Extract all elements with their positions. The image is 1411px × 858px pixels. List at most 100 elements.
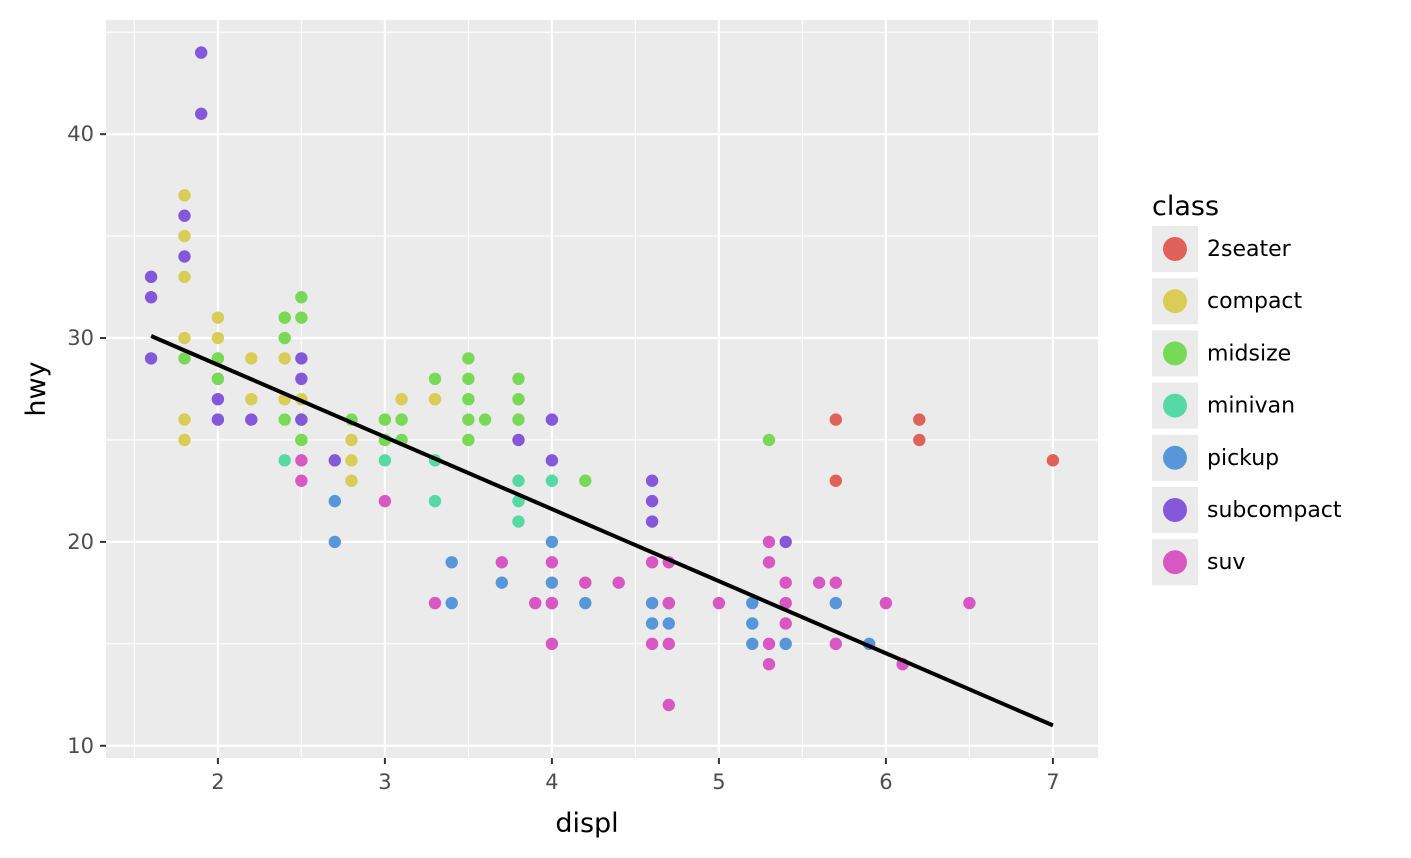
x-axis: 2 3 4 5 6 7 xyxy=(211,758,1060,794)
data-point-minivan xyxy=(512,474,525,487)
data-point-pickup xyxy=(445,596,458,610)
data-point-pickup xyxy=(746,637,759,651)
data-point-pickup xyxy=(495,576,508,589)
data-point-subcompact xyxy=(295,372,308,386)
data-point-suv xyxy=(612,576,625,589)
legend-key-midsize xyxy=(1163,341,1187,366)
legend-key-compact xyxy=(1163,289,1187,314)
legend-key-pickup xyxy=(1163,445,1187,470)
data-point-suv xyxy=(545,556,559,569)
data-point-subcompact xyxy=(779,535,792,549)
data-point-pickup xyxy=(545,576,559,589)
data-point-midsize xyxy=(278,311,291,324)
data-point-midsize xyxy=(295,311,308,324)
data-point-minivan xyxy=(512,515,525,528)
data-point-minivan xyxy=(545,474,559,487)
data-point-subcompact xyxy=(645,494,659,508)
data-point-compact xyxy=(245,392,258,406)
legend-label-2seater: 2seater xyxy=(1207,237,1292,262)
data-point-midsize xyxy=(295,291,308,304)
data-point-compact xyxy=(428,392,442,406)
legend-label-pickup: pickup xyxy=(1207,446,1279,471)
data-point-subcompact xyxy=(144,270,158,284)
data-point-compact xyxy=(178,189,191,202)
data-point-subcompact xyxy=(194,46,208,59)
data-point-suv xyxy=(812,576,826,589)
data-point-subcompact xyxy=(144,352,158,365)
data-point-subcompact xyxy=(545,413,559,426)
data-point-2seater xyxy=(829,474,843,487)
data-point-suv xyxy=(662,698,676,712)
data-point-midsize xyxy=(178,352,191,365)
data-point-suv xyxy=(295,454,308,467)
data-point-midsize xyxy=(512,372,525,386)
data-point-midsize xyxy=(579,474,592,487)
data-point-compact xyxy=(345,433,358,447)
data-point-compact xyxy=(395,392,408,406)
data-point-2seater xyxy=(829,413,843,426)
data-point-midsize xyxy=(378,413,392,426)
data-point-subcompact xyxy=(545,454,559,467)
data-point-compact xyxy=(178,331,191,345)
minor-gridlines xyxy=(106,20,1098,758)
data-point-subcompact xyxy=(211,392,225,406)
y-axis-title: hwy xyxy=(21,361,52,416)
x-tick-label: 4 xyxy=(545,770,558,794)
data-point-compact xyxy=(245,352,258,365)
data-point-subcompact xyxy=(645,474,659,487)
data-point-midsize xyxy=(428,372,442,386)
data-point-suv xyxy=(528,596,542,610)
data-point-suv xyxy=(495,556,508,569)
x-tick-label: 5 xyxy=(712,770,725,794)
data-point-midsize xyxy=(462,372,475,386)
data-point-midsize xyxy=(211,372,225,386)
data-point-minivan xyxy=(278,454,291,467)
data-point-subcompact xyxy=(328,454,341,467)
data-point-subcompact xyxy=(144,291,158,304)
data-point-midsize xyxy=(462,392,475,406)
data-point-subcompact xyxy=(194,107,208,120)
data-point-subcompact xyxy=(295,352,308,365)
data-point-subcompact xyxy=(211,413,225,426)
y-tick-label: 40 xyxy=(67,122,94,146)
legend-title: class xyxy=(1152,191,1219,222)
data-point-pickup xyxy=(645,617,659,630)
x-tick-label: 6 xyxy=(879,770,892,794)
legend-key-subcompact xyxy=(1163,498,1187,522)
data-point-pickup xyxy=(746,596,759,610)
data-point-suv xyxy=(579,576,592,589)
data-point-suv xyxy=(545,637,559,651)
data-point-subcompact xyxy=(295,413,308,426)
data-point-pickup xyxy=(545,535,559,549)
data-point-compact xyxy=(178,229,191,243)
data-point-2seater xyxy=(913,413,926,426)
data-point-compact xyxy=(178,270,191,284)
data-point-suv xyxy=(779,576,792,589)
data-point-minivan xyxy=(378,454,392,467)
data-point-subcompact xyxy=(178,209,191,222)
data-point-compact xyxy=(278,352,291,365)
data-point-midsize xyxy=(278,331,291,345)
data-point-suv xyxy=(829,576,843,589)
data-point-midsize xyxy=(478,413,492,426)
data-point-suv xyxy=(779,596,792,610)
data-point-subcompact xyxy=(178,250,191,263)
data-point-suv xyxy=(662,637,676,651)
data-point-midsize xyxy=(462,413,475,426)
data-point-pickup xyxy=(746,617,759,630)
data-point-compact xyxy=(211,311,225,324)
legend-key-2seater xyxy=(1163,237,1187,261)
data-point-suv xyxy=(712,596,726,610)
legend: class 2seater compact midsize minivan pickup… xyxy=(1152,191,1342,586)
data-point-compact xyxy=(178,413,191,426)
data-point-suv xyxy=(645,556,659,569)
legend-key-suv xyxy=(1163,550,1187,575)
legend-label-midsize: midsize xyxy=(1207,341,1291,366)
data-point-midsize xyxy=(462,433,475,447)
x-tick-label: 3 xyxy=(378,770,391,794)
data-point-midsize xyxy=(462,352,475,365)
data-point-pickup xyxy=(662,617,676,630)
data-point-2seater xyxy=(913,433,926,447)
y-axis: 10 20 30 40 xyxy=(67,122,106,758)
